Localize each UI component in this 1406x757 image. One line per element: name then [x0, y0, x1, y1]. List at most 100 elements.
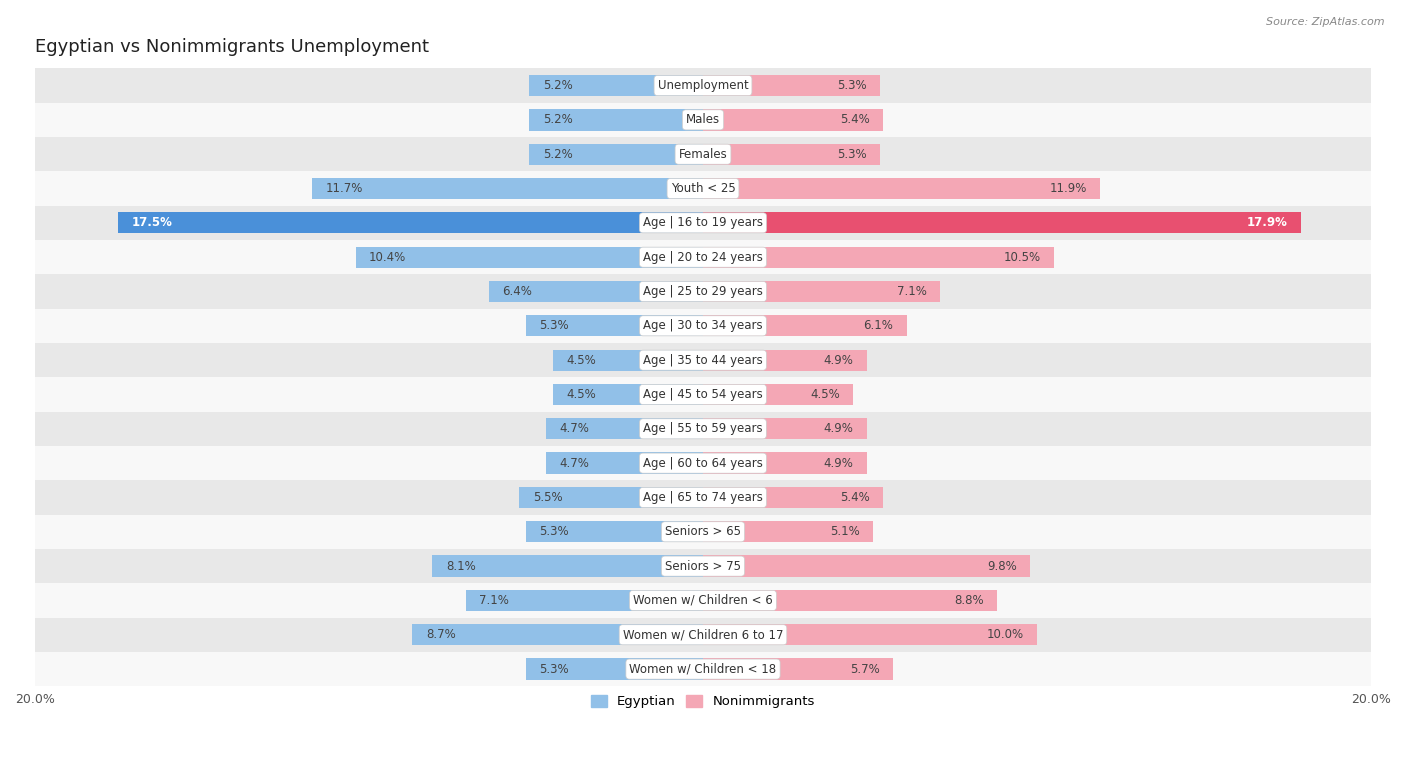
Bar [35, 103, 1371, 137]
Bar [703, 384, 853, 405]
Text: 7.1%: 7.1% [479, 594, 509, 607]
Bar [35, 480, 1371, 515]
Bar [529, 75, 703, 96]
Bar [35, 549, 1371, 584]
Text: 5.2%: 5.2% [543, 79, 572, 92]
Bar [529, 109, 703, 130]
Text: 4.7%: 4.7% [560, 456, 589, 469]
Text: 6.1%: 6.1% [863, 319, 893, 332]
Text: 5.7%: 5.7% [851, 662, 880, 675]
Text: 4.5%: 4.5% [567, 354, 596, 366]
Text: 4.7%: 4.7% [560, 422, 589, 435]
Bar [412, 624, 703, 646]
Bar [703, 521, 873, 543]
Text: 6.4%: 6.4% [502, 285, 533, 298]
Bar [703, 418, 866, 440]
Text: Age | 45 to 54 years: Age | 45 to 54 years [643, 388, 763, 401]
Text: Age | 65 to 74 years: Age | 65 to 74 years [643, 491, 763, 504]
Text: 10.5%: 10.5% [1004, 251, 1040, 263]
Bar [35, 652, 1371, 687]
Bar [703, 590, 997, 611]
Bar [35, 584, 1371, 618]
Bar [526, 659, 703, 680]
Bar [35, 240, 1371, 274]
Text: 8.7%: 8.7% [426, 628, 456, 641]
Text: 8.8%: 8.8% [953, 594, 984, 607]
Bar [519, 487, 703, 508]
Text: 5.2%: 5.2% [543, 114, 572, 126]
Bar [433, 556, 703, 577]
Bar [35, 618, 1371, 652]
Bar [35, 412, 1371, 446]
Bar [703, 247, 1053, 268]
Text: 5.5%: 5.5% [533, 491, 562, 504]
Bar [35, 274, 1371, 309]
Text: 4.5%: 4.5% [567, 388, 596, 401]
Bar [703, 178, 1101, 199]
Text: Egyptian vs Nonimmigrants Unemployment: Egyptian vs Nonimmigrants Unemployment [35, 38, 429, 56]
Bar [526, 315, 703, 336]
Bar [703, 212, 1301, 233]
Text: Age | 60 to 64 years: Age | 60 to 64 years [643, 456, 763, 469]
Bar [35, 515, 1371, 549]
Bar [356, 247, 703, 268]
Text: Source: ZipAtlas.com: Source: ZipAtlas.com [1267, 17, 1385, 26]
Text: 5.3%: 5.3% [837, 79, 866, 92]
Bar [35, 309, 1371, 343]
Text: 7.1%: 7.1% [897, 285, 927, 298]
Text: Age | 30 to 34 years: Age | 30 to 34 years [643, 319, 763, 332]
Bar [546, 418, 703, 440]
Bar [703, 453, 866, 474]
Bar [703, 659, 893, 680]
Text: 8.1%: 8.1% [446, 559, 475, 572]
Text: Women w/ Children < 18: Women w/ Children < 18 [630, 662, 776, 675]
Bar [529, 144, 703, 165]
Bar [118, 212, 703, 233]
Text: Seniors > 75: Seniors > 75 [665, 559, 741, 572]
Text: 17.5%: 17.5% [132, 217, 173, 229]
Bar [526, 521, 703, 543]
Bar [703, 281, 941, 302]
Text: 5.3%: 5.3% [540, 662, 569, 675]
Bar [703, 315, 907, 336]
Text: Females: Females [679, 148, 727, 160]
Text: Women w/ Children < 6: Women w/ Children < 6 [633, 594, 773, 607]
Bar [553, 350, 703, 371]
Text: 10.0%: 10.0% [987, 628, 1024, 641]
Bar [703, 624, 1038, 646]
Text: 5.4%: 5.4% [841, 491, 870, 504]
Text: 4.5%: 4.5% [810, 388, 839, 401]
Text: Age | 16 to 19 years: Age | 16 to 19 years [643, 217, 763, 229]
Text: 5.3%: 5.3% [837, 148, 866, 160]
Text: 5.3%: 5.3% [540, 525, 569, 538]
Legend: Egyptian, Nonimmigrants: Egyptian, Nonimmigrants [585, 690, 821, 714]
Text: 17.9%: 17.9% [1247, 217, 1288, 229]
Bar [35, 68, 1371, 103]
Bar [703, 144, 880, 165]
Text: 4.9%: 4.9% [824, 354, 853, 366]
Text: Age | 20 to 24 years: Age | 20 to 24 years [643, 251, 763, 263]
Text: Age | 35 to 44 years: Age | 35 to 44 years [643, 354, 763, 366]
Text: 11.9%: 11.9% [1050, 182, 1087, 195]
Bar [703, 350, 866, 371]
Text: Seniors > 65: Seniors > 65 [665, 525, 741, 538]
Text: 4.9%: 4.9% [824, 456, 853, 469]
Text: Youth < 25: Youth < 25 [671, 182, 735, 195]
Bar [35, 206, 1371, 240]
Bar [35, 446, 1371, 480]
Text: 5.4%: 5.4% [841, 114, 870, 126]
Text: Age | 25 to 29 years: Age | 25 to 29 years [643, 285, 763, 298]
Bar [465, 590, 703, 611]
Text: 5.3%: 5.3% [540, 319, 569, 332]
Bar [35, 377, 1371, 412]
Text: 10.4%: 10.4% [368, 251, 406, 263]
Bar [703, 75, 880, 96]
Bar [489, 281, 703, 302]
Text: Unemployment: Unemployment [658, 79, 748, 92]
Text: Women w/ Children 6 to 17: Women w/ Children 6 to 17 [623, 628, 783, 641]
Bar [703, 487, 883, 508]
Bar [703, 556, 1031, 577]
Text: 11.7%: 11.7% [326, 182, 363, 195]
Bar [546, 453, 703, 474]
Bar [35, 343, 1371, 377]
